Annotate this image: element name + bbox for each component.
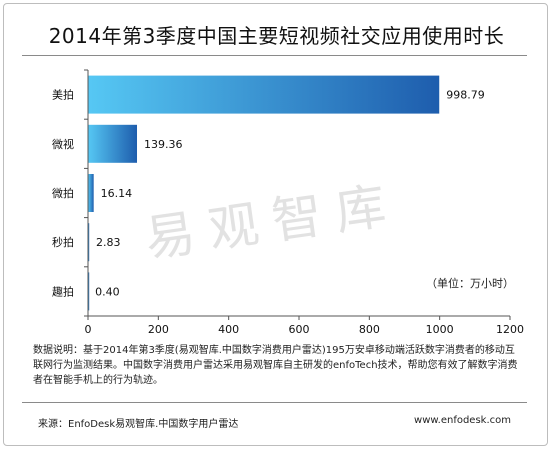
- bar-3: [88, 223, 90, 262]
- x-tick-label-2: 400: [218, 323, 239, 336]
- bar-4: [88, 272, 90, 311]
- bar-value-label-1: 139.36: [144, 138, 183, 151]
- page-title: 2014年第3季度中国主要短视频社交应用使用时长: [48, 24, 505, 48]
- bar-value-label-3: 2.83: [96, 236, 121, 249]
- x-tick-label-3: 600: [289, 323, 310, 336]
- category-label-2: 微拍: [52, 186, 74, 200]
- footer-divider: [22, 402, 527, 403]
- category-label-1: 微视: [52, 137, 74, 151]
- title-divider: [22, 55, 527, 56]
- unit-label: （单位：万小时）: [426, 276, 514, 290]
- x-tick-label-6: 1200: [496, 323, 524, 336]
- x-tick-label-4: 800: [359, 323, 380, 336]
- x-tick-label-1: 200: [148, 323, 169, 336]
- bar-0: [88, 75, 440, 114]
- bar-1: [88, 124, 138, 163]
- site-link[interactable]: www.enfodesk.com: [414, 415, 511, 426]
- data-note: 数据说明：基于2014年第3季度(易观智库.中国数字消费用户雷达)195万安卓移…: [33, 345, 518, 386]
- category-label-0: 美拍: [52, 88, 74, 102]
- bar-value-label-2: 16.14: [101, 187, 133, 200]
- bar-2: [88, 174, 94, 212]
- x-tick-label-5: 1000: [426, 323, 454, 336]
- category-label-4: 趣拍: [52, 284, 74, 298]
- bar-value-label-0: 998.79: [446, 89, 485, 102]
- source-label: 来源：EnfoDesk易观智库.中国数字用户雷达: [38, 419, 239, 430]
- category-label-3: 秒拍: [52, 235, 74, 249]
- x-tick-label-0: 0: [85, 323, 92, 336]
- bar-value-label-4: 0.40: [95, 285, 120, 298]
